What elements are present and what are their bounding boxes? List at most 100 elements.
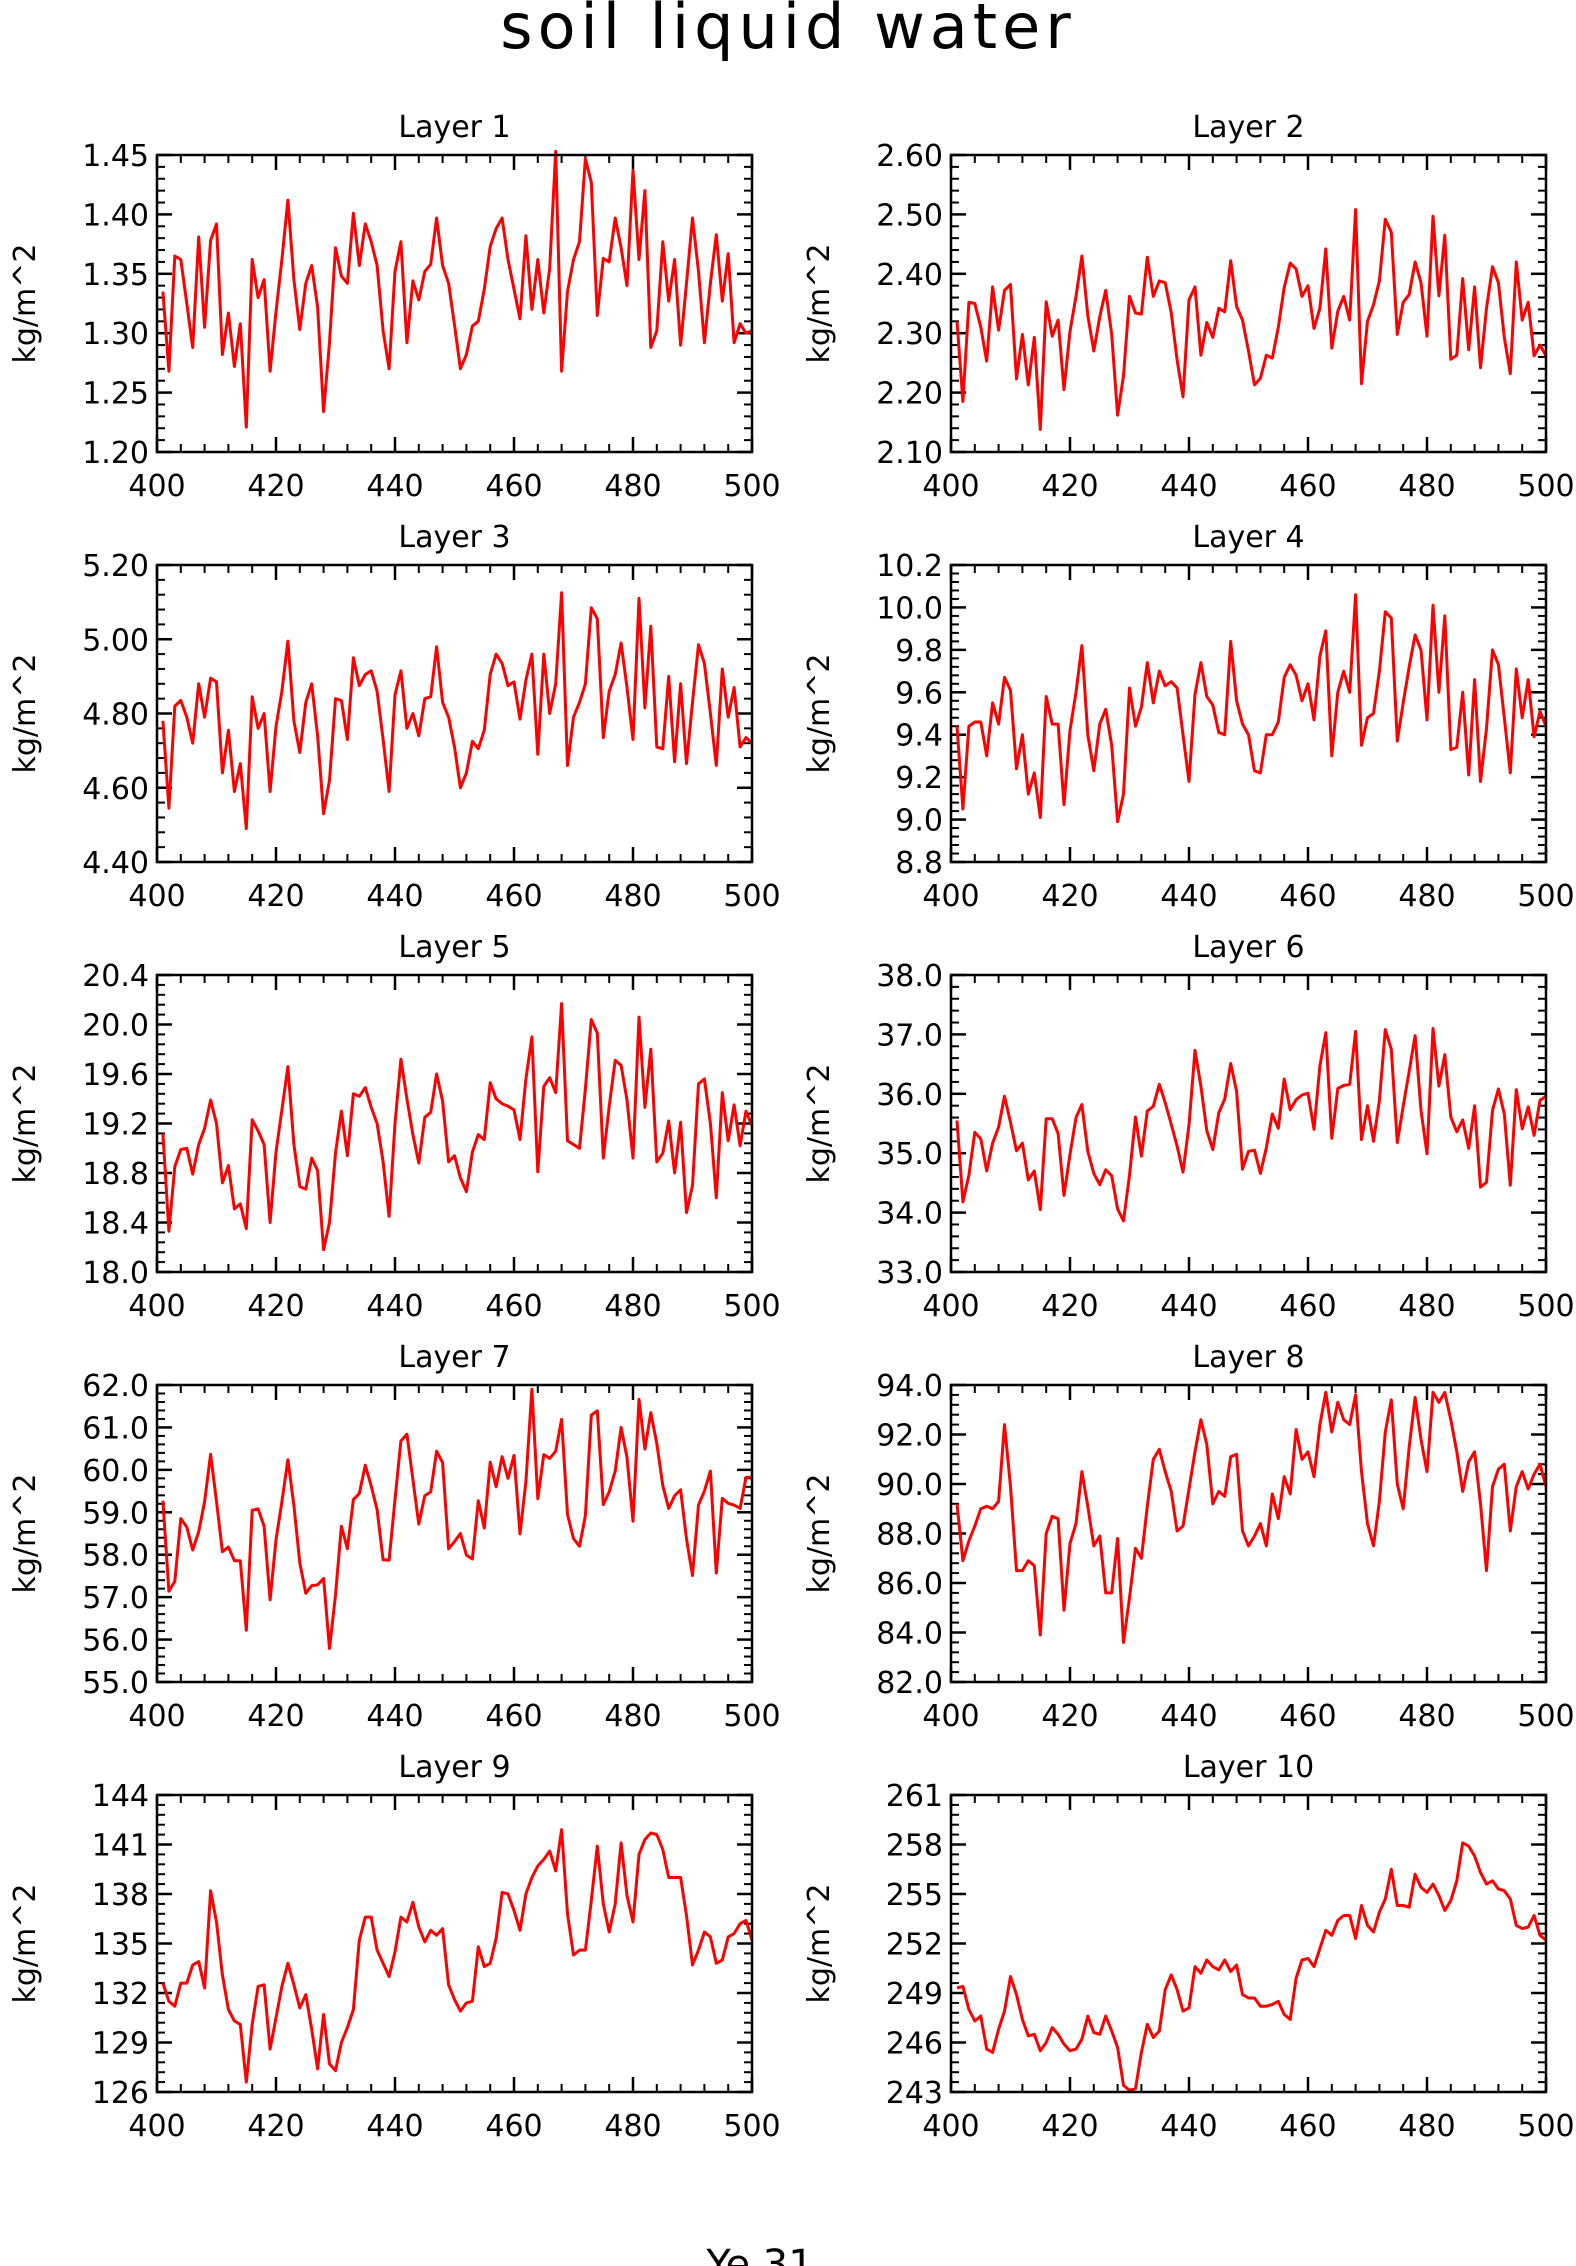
panel-title: Layer 6 [1192,930,1304,965]
y-tick-label: 1.20 [82,436,149,471]
chart-panel-2: Layer 2 kg/m^2 400 420 440 460 480 500 2.10 2.20 2… [802,110,1575,504]
plot-frame [949,563,1548,864]
y-tick-label: 18.4 [82,1207,149,1242]
plot-frame [155,1793,754,2094]
x-tick-label: 500 [723,1289,780,1324]
x-tick-label: 460 [485,469,542,504]
y-tick-label: 4.80 [82,698,149,733]
series-line [161,1828,754,2084]
y-tick-label: 9.6 [895,676,943,711]
y-tick-label: 1.35 [82,258,149,293]
y-tick-label: 261 [886,1779,943,1814]
x-tick-label: 420 [247,2109,304,2144]
y-tick-label: 33.0 [876,1256,943,1291]
y-tick-label: 82.0 [876,1666,943,1701]
x-tick-label: 480 [604,1289,661,1324]
x-tick-label: 500 [723,2109,780,2144]
chart-panel-6: Layer 6 kg/m^2 400 420 440 460 480 500 33.0 34.0 3… [802,930,1575,1324]
y-tick-label: 2.60 [876,139,943,174]
x-tick-label: 400 [128,2109,185,2144]
x-tick-label: 480 [1398,1289,1455,1324]
series-line [956,1841,1547,2092]
x-tick-label: 400 [922,2109,979,2144]
y-tick-label: 144 [92,1779,149,1814]
y-tick-label: 61.0 [82,1411,149,1446]
y-tick-label: 18.0 [82,1256,149,1291]
series-line [955,1027,1547,1223]
x-tick-label: 480 [604,879,661,914]
series-line [161,591,754,831]
y-tick-label: 18.8 [82,1157,149,1192]
x-tick-label: 400 [922,879,979,914]
y-tick-label: 2.20 [876,377,943,412]
x-tick-label: 440 [366,469,423,504]
y-tick-label: 58.0 [82,1539,149,1574]
chart-panel-5: Layer 5 kg/m^2 400 420 440 460 480 500 18.0 18.4 1… [8,930,781,1324]
y-tick-label: 8.8 [895,846,943,881]
plot-frame [949,1383,1548,1684]
y-axis-label: kg/m^2 [802,1884,837,2004]
y-tick-label: 19.2 [82,1108,149,1143]
y-tick-label: 1.40 [82,198,149,233]
x-tick-label: 480 [604,469,661,504]
x-tick-label: 400 [128,1699,185,1734]
x-tick-label: 420 [1041,469,1098,504]
x-tick-label: 500 [723,879,780,914]
x-tick-label: 480 [1398,469,1455,504]
chart-panel-8: Layer 8 kg/m^2 400 420 440 460 480 500 82.0 84.0 8… [802,1340,1575,1734]
y-tick-label: 60.0 [82,1454,149,1489]
x-tick-label: 400 [128,1289,185,1324]
chart-panel-10: Layer 10 kg/m^2 400 420 440 460 480 500 243 246 24… [802,1750,1575,2144]
x-tick-label: 420 [247,1289,304,1324]
y-tick-label: 9.2 [895,761,943,796]
series-line [955,1390,1548,1644]
y-tick-label: 246 [886,2027,943,2062]
x-tick-label: 400 [922,1289,979,1324]
x-tick-label: 400 [922,1699,979,1734]
x-tick-label: 460 [1279,2109,1336,2144]
x-tick-label: 480 [1398,1699,1455,1734]
x-tick-label: 500 [1517,879,1574,914]
x-tick-label: 420 [247,879,304,914]
y-tick-label: 37.0 [876,1018,943,1053]
x-tick-label: 420 [1041,1289,1098,1324]
x-tick-label: 480 [604,1699,661,1734]
y-tick-label: 258 [886,1829,943,1864]
x-tick-label: 440 [1160,2109,1217,2144]
y-tick-label: 57.0 [82,1581,149,1616]
x-tick-label: 440 [1160,1289,1217,1324]
x-tick-label: 500 [1517,2109,1574,2144]
y-tick-label: 4.40 [82,846,149,881]
x-tick-label: 440 [1160,469,1217,504]
series-line [955,208,1548,431]
y-tick-label: 92.0 [876,1419,943,1454]
y-tick-label: 135 [92,1928,149,1963]
plot-frame [155,563,754,864]
x-tick-label: 460 [485,1699,542,1734]
x-tick-label: 480 [1398,879,1455,914]
plot-frame [155,973,754,1274]
y-tick-label: 62.0 [82,1369,149,1404]
bottom-label-partial: Ye 31 [705,2242,813,2266]
x-tick-label: 440 [366,2109,423,2144]
chart-panel-1: Layer 1 kg/m^2 400 420 440 460 480 500 1.20 1.25 1… [8,110,781,504]
x-tick-label: 460 [485,2109,542,2144]
y-tick-label: 9.8 [895,634,943,669]
plot-frame [155,1383,754,1684]
y-tick-label: 19.6 [82,1058,149,1093]
x-tick-label: 420 [1041,2109,1098,2144]
y-tick-label: 88.0 [876,1518,943,1553]
y-tick-label: 141 [92,1829,149,1864]
y-tick-label: 86.0 [876,1567,943,1602]
y-tick-label: 9.0 [895,804,943,839]
panel-title: Layer 10 [1183,1750,1314,1785]
y-tick-label: 2.40 [876,258,943,293]
x-tick-label: 480 [604,2109,661,2144]
y-tick-label: 138 [92,1878,149,1913]
x-tick-label: 460 [1279,1289,1336,1324]
x-tick-label: 440 [366,1289,423,1324]
y-axis-label: kg/m^2 [8,1884,43,2004]
x-tick-label: 500 [1517,1699,1574,1734]
y-tick-label: 38.0 [876,959,943,994]
